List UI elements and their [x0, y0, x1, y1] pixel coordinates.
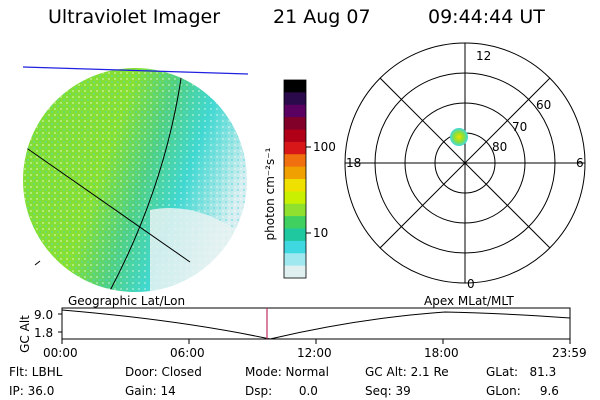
status-mode: Mode: Normal — [245, 365, 329, 379]
colorbar-cell — [284, 216, 306, 230]
orbit-altitude-curve — [61, 309, 571, 340]
time-label: 09:44:44 UT — [428, 6, 545, 28]
colorbar-cell — [284, 203, 306, 217]
colorbar-cell — [284, 92, 306, 106]
lat-label-60: 60 — [536, 98, 552, 112]
time-tick-3: 18:00 — [424, 346, 459, 360]
colorbar-cell — [284, 117, 306, 131]
colorbar-cell — [284, 253, 306, 267]
timeline-frame — [61, 307, 571, 340]
time-tick-4: 23:59 — [552, 346, 587, 360]
status-seq: Seq: 39 — [365, 384, 411, 398]
timeline-left-label: Geographic Lat/Lon — [68, 294, 186, 308]
timeline-right-label: Apex MLat/MLT — [424, 294, 514, 308]
mlt-label-0: 0 — [467, 277, 475, 291]
colorbar-cell — [284, 141, 306, 155]
gc-alt-tick-max: 9.0 — [34, 308, 54, 322]
instrument-title: Ultraviolet Imager — [48, 6, 221, 28]
status-glat: GLat: 81.3 — [486, 365, 557, 379]
status-gcalt: GC Alt: 2.1 Re — [365, 365, 449, 379]
status-ip: IP: 36.0 — [9, 384, 55, 398]
status-glon: GLon: 9.6 — [486, 384, 559, 398]
colorbar-cell — [284, 104, 306, 118]
status-flt: Flt: LBHL — [9, 365, 63, 379]
lat-label-70: 70 — [512, 120, 528, 134]
horizon-line — [22, 66, 249, 75]
polar-plot — [344, 42, 586, 284]
colorbar-cell — [284, 154, 306, 168]
mlt-label-18: 18 — [346, 156, 362, 170]
status-gain: Gain: 14 — [125, 384, 176, 398]
colorbar-tick-10: 10 — [313, 226, 329, 240]
colorbar-cell — [284, 80, 306, 93]
status-dsp: Dsp: 0.0 — [245, 384, 318, 398]
colorbar — [283, 79, 311, 279]
lat-label-80: 80 — [492, 140, 508, 154]
date-label: 21 Aug 07 — [273, 6, 371, 28]
colorbar-cell — [284, 240, 306, 254]
colorbar-cell — [284, 179, 306, 192]
colorbar-cell — [284, 191, 306, 205]
time-tick-1: 06:00 — [170, 346, 205, 360]
colorbar-cell — [284, 265, 306, 279]
colorbar-cell — [284, 228, 306, 242]
mlt-label-6: 6 — [576, 156, 584, 170]
time-tick-2: 12:00 — [297, 346, 332, 360]
mlt-label-12: 12 — [476, 49, 492, 63]
colorbar-cell — [284, 129, 306, 143]
status-door: Door: Closed — [125, 365, 202, 379]
time-tick-0: 00:00 — [43, 346, 78, 360]
colorbar-cell — [284, 166, 306, 180]
colorbar-cells — [284, 80, 306, 279]
aurora-spot — [450, 128, 468, 146]
colorbar-tick-100: 100 — [313, 140, 336, 154]
gc-alt-tick-min: 1.8 — [34, 326, 54, 340]
